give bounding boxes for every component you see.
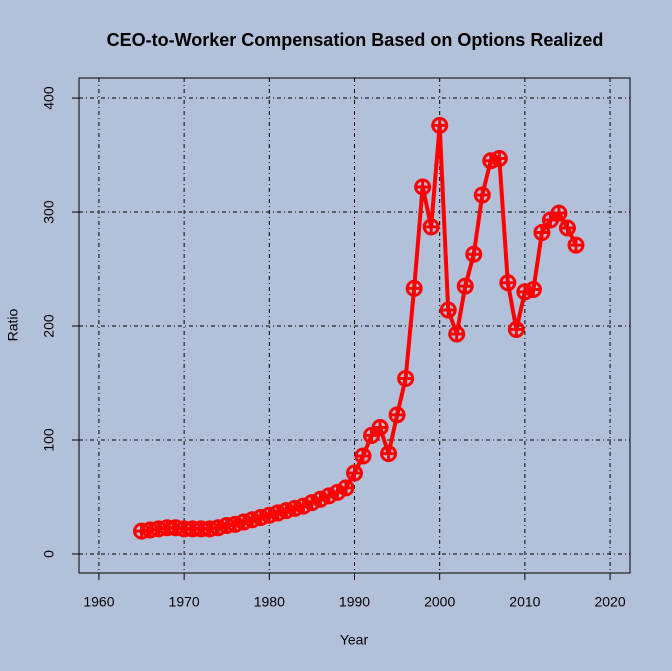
- point: [260, 506, 278, 524]
- point: [311, 490, 329, 508]
- point: [380, 445, 398, 463]
- point: [405, 279, 423, 297]
- point: [226, 515, 244, 533]
- point: [303, 494, 321, 512]
- point: [431, 116, 449, 134]
- point: [388, 406, 406, 424]
- point: [397, 369, 415, 387]
- point: [286, 499, 304, 517]
- point: [567, 236, 585, 254]
- point: [354, 447, 372, 465]
- x-tick-label: 2000: [424, 594, 455, 610]
- y-tick-label: 200: [41, 314, 57, 338]
- point: [490, 149, 508, 167]
- point: [533, 224, 551, 242]
- point: [346, 464, 364, 482]
- point: [363, 426, 381, 444]
- y-tick-label: 100: [41, 428, 57, 452]
- point: [465, 245, 483, 263]
- point: [516, 283, 534, 301]
- y-tick-label: 0: [41, 550, 57, 558]
- x-tick-label: 1980: [254, 594, 285, 610]
- chart-title: CEO-to-Worker Compensation Based on Opti…: [107, 30, 604, 50]
- x-tick-label: 2020: [594, 594, 625, 610]
- x-tick-label: 1990: [339, 594, 370, 610]
- point: [439, 301, 457, 319]
- point: [473, 186, 491, 204]
- y-tick-label: 400: [41, 86, 57, 110]
- point: [371, 418, 389, 436]
- point: [422, 218, 440, 236]
- x-tick-label: 1960: [83, 594, 114, 610]
- point: [524, 281, 542, 299]
- point: [243, 511, 261, 529]
- x-axis-label: Year: [340, 632, 369, 648]
- point: [448, 325, 466, 343]
- point: [482, 152, 500, 170]
- point: [499, 274, 517, 292]
- point: [320, 487, 338, 505]
- x-tick-label: 2010: [509, 594, 540, 610]
- y-axis-label: Ratio: [5, 308, 21, 341]
- point: [294, 497, 312, 515]
- point: [277, 502, 295, 520]
- point: [269, 504, 287, 522]
- point: [550, 204, 568, 222]
- y-tick-label: 300: [41, 200, 57, 224]
- point: [209, 519, 227, 537]
- point: [337, 479, 355, 497]
- point: [507, 320, 525, 338]
- point: [456, 277, 474, 295]
- x-tick-label: 1970: [169, 594, 200, 610]
- point: [252, 509, 270, 526]
- point: [235, 513, 253, 531]
- point: [414, 178, 432, 196]
- point: [558, 219, 576, 237]
